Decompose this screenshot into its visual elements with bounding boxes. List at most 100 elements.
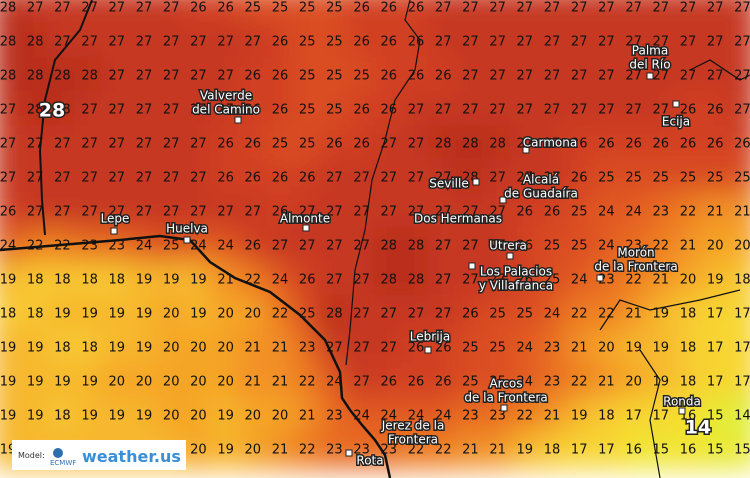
grid-value: 28 [408, 273, 425, 288]
temperature-cell [590, 125, 622, 163]
temperature-cell [291, 261, 323, 299]
grid-value: 24 [435, 409, 452, 424]
grid-value: 28 [326, 307, 343, 322]
grid-value: 22 [680, 205, 697, 220]
temperature-cell [590, 329, 622, 367]
temperature-cell [46, 261, 78, 299]
temperature-cell [318, 23, 350, 61]
grid-value: 28 [54, 103, 71, 118]
grid-value: 26 [353, 137, 370, 152]
temperature-cell [536, 431, 568, 469]
grid-value: 27 [435, 205, 452, 220]
temperature-cell [128, 363, 160, 401]
grid-value: 27 [109, 137, 126, 152]
grid-value: 18 [27, 307, 44, 322]
grid-value: 22 [435, 443, 452, 458]
grid-value: 24 [272, 273, 289, 288]
grid-value: 19 [517, 443, 534, 458]
temperature-cell [454, 159, 486, 197]
grid-value: 20 [272, 409, 289, 424]
grid-value: 27 [81, 35, 98, 50]
grid-value: 27 [625, 35, 642, 50]
temperature-cell [182, 57, 214, 95]
grid-value: 22 [272, 307, 289, 322]
place-name: de la Frontera [594, 260, 677, 274]
grid-value: 27 [625, 103, 642, 118]
grid-value: 27 [163, 137, 180, 152]
grid-value: 25 [680, 171, 697, 186]
temperature-cell [291, 397, 323, 435]
grid-value: 18 [54, 409, 71, 424]
temperature-cell [210, 431, 242, 469]
temperature-cell [318, 227, 350, 265]
place-name: Arcos [489, 377, 522, 391]
grid-value: 27 [734, 1, 750, 16]
grid-value: 26 [462, 307, 479, 322]
grid-value: 25 [489, 341, 506, 356]
temperature-cell [454, 431, 486, 469]
grid-value: 24 [190, 239, 207, 254]
temperature-cell [291, 159, 323, 197]
grid-value: 26 [272, 35, 289, 50]
temperature-cell [400, 363, 432, 401]
grid-value: 21 [245, 375, 262, 390]
grid-value: 19 [109, 341, 126, 356]
logo-box [12, 440, 186, 470]
grid-value: 27 [245, 35, 262, 50]
grid-value: 19 [653, 307, 670, 322]
grid-value: 22 [598, 307, 615, 322]
grid-value: 21 [571, 341, 588, 356]
temperature-cell [590, 193, 622, 231]
grid-value: 20 [217, 307, 234, 322]
grid-value: 27 [653, 69, 670, 84]
grid-value: 27 [680, 1, 697, 16]
grid-value: 27 [408, 205, 425, 220]
grid-value: 27 [217, 103, 234, 118]
grid-value: 22 [299, 443, 316, 458]
grid-value: 19 [653, 375, 670, 390]
temperature-cell [454, 193, 486, 231]
temperature-cell [482, 23, 514, 61]
temperature-cell [264, 227, 296, 265]
grid-value: 23 [109, 239, 126, 254]
temperature-cell [454, 397, 486, 435]
temperature-cell [346, 0, 378, 27]
temperature-cell [536, 227, 568, 265]
temperature-cell [128, 261, 160, 299]
temperature-cell [264, 125, 296, 163]
temperature-cell [536, 91, 568, 129]
temperature-cell [318, 261, 350, 299]
grid-value: 17 [571, 443, 588, 458]
temperature-cell [318, 431, 350, 469]
temperature-cell [672, 329, 704, 367]
grid-value: 27 [489, 1, 506, 16]
temperature-cell [482, 57, 514, 95]
grid-value: 27 [163, 103, 180, 118]
grid-value: 20 [190, 341, 207, 356]
temperature-cell [536, 0, 568, 27]
temperature-cell [291, 23, 323, 61]
place-marker [468, 262, 476, 270]
temperature-cell [318, 363, 350, 401]
grid-value: 26 [0, 205, 16, 220]
grid-value: 18 [680, 307, 697, 322]
temperature-cell [237, 431, 269, 469]
temperature-cell [618, 57, 650, 95]
grid-value: 24 [571, 273, 588, 288]
temperature-cell [645, 261, 677, 299]
grid-value: 28 [381, 273, 398, 288]
grid-value: 21 [653, 273, 670, 288]
temperature-cell [346, 397, 378, 435]
grid-value: 21 [489, 443, 506, 458]
grid-value: 27 [109, 35, 126, 50]
temperature-cell [618, 159, 650, 197]
temperature-cell [699, 159, 731, 197]
temperature-cell [101, 295, 133, 333]
temperature-cell [210, 363, 242, 401]
temperature-cell [536, 363, 568, 401]
grid-value: 27 [27, 205, 44, 220]
grid-value: 26 [381, 69, 398, 84]
temperature-cell [590, 227, 622, 265]
grid-value: 23 [462, 409, 479, 424]
temperature-cell [590, 363, 622, 401]
